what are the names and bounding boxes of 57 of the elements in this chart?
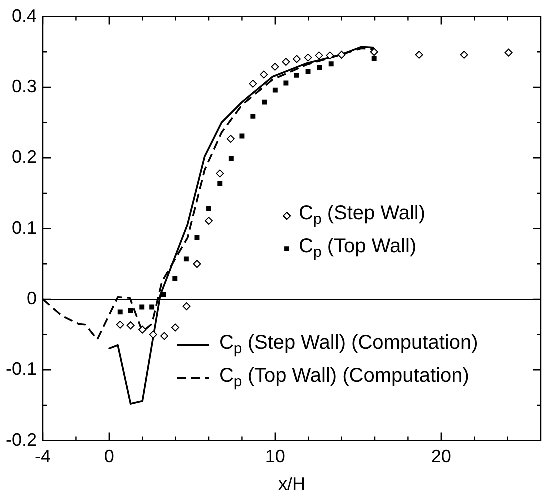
point [294, 72, 300, 78]
point [460, 50, 468, 59]
point [338, 50, 346, 59]
point [172, 276, 178, 282]
y-tick-label: 0.3 [12, 76, 38, 96]
y-tick-label: -0.1 [6, 359, 38, 380]
point [372, 56, 377, 61]
point [326, 52, 334, 60]
point [240, 134, 245, 139]
point [272, 88, 278, 93]
point [415, 50, 424, 59]
point [171, 324, 180, 332]
point [160, 332, 169, 340]
point [228, 156, 234, 162]
point [118, 310, 123, 315]
y-tick-label: 0.2 [12, 147, 38, 168]
point [306, 69, 311, 74]
point [193, 260, 202, 268]
x-tick-label: 10 [265, 446, 286, 467]
point [504, 48, 513, 57]
x-tick-label: 20 [431, 446, 452, 467]
point [328, 62, 334, 67]
point [149, 330, 158, 339]
y-tick-label: 0.1 [12, 218, 38, 238]
point [250, 114, 256, 119]
point [282, 58, 290, 66]
point [304, 54, 312, 62]
y-tick-label: 0.4 [12, 6, 38, 26]
point [126, 322, 135, 330]
point [284, 80, 289, 86]
point [315, 52, 324, 60]
point [218, 181, 223, 186]
point [249, 80, 258, 88]
point [194, 236, 200, 240]
point [317, 65, 322, 70]
point [226, 135, 235, 144]
y-tick-label: -0.2 [6, 430, 38, 450]
point [182, 302, 191, 311]
x-tick-label: -4 [35, 446, 52, 467]
point [205, 217, 214, 226]
point [128, 308, 134, 314]
y-tick-label: 0 [27, 288, 38, 308]
x-tick-label: 0 [104, 446, 114, 467]
point [271, 62, 280, 71]
point [150, 304, 155, 310]
point [292, 55, 301, 64]
point [184, 256, 189, 262]
point [138, 326, 147, 334]
point [370, 48, 378, 56]
point [260, 70, 268, 79]
point [140, 304, 145, 310]
point [116, 320, 124, 329]
point [161, 292, 166, 297]
point [262, 100, 268, 105]
point [216, 170, 224, 178]
x-axis-title: x/H [278, 474, 306, 494]
point [206, 206, 212, 212]
